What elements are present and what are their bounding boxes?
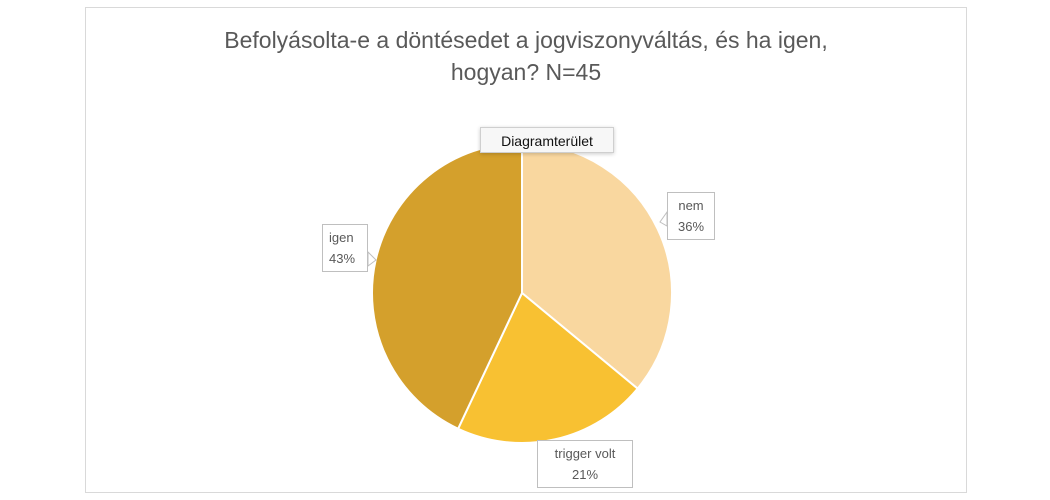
data-label-nem-value: 36% [677,219,705,234]
data-label-trigger-volt-name: trigger volt [554,446,616,461]
chart-area-tooltip: Diagramterület [480,127,614,153]
chart-title-line-2: hogyan? N=45 [450,59,602,85]
data-label-trigger-volt[interactable]: trigger volt 21% [537,440,633,488]
data-label-nem-name: nem [678,198,704,213]
chart-title: Befolyásolta-e a döntésedet a jogviszony… [85,24,967,88]
data-label-igen[interactable]: igen 43% [322,224,368,272]
label-pointer-nem [659,210,668,227]
data-label-igen-name: igen [329,230,354,245]
label-pointer-igen [367,250,377,267]
data-label-igen-value: 43% [329,251,356,266]
data-label-trigger-volt-value: 21% [571,467,599,482]
pie-slice-trigger-volt[interactable] [456,291,639,444]
chart-area[interactable] [85,7,967,493]
chart-title-line-1: Befolyásolta-e a döntésedet a jogviszony… [224,27,828,53]
data-label-nem[interactable]: nem 36% [667,192,715,240]
